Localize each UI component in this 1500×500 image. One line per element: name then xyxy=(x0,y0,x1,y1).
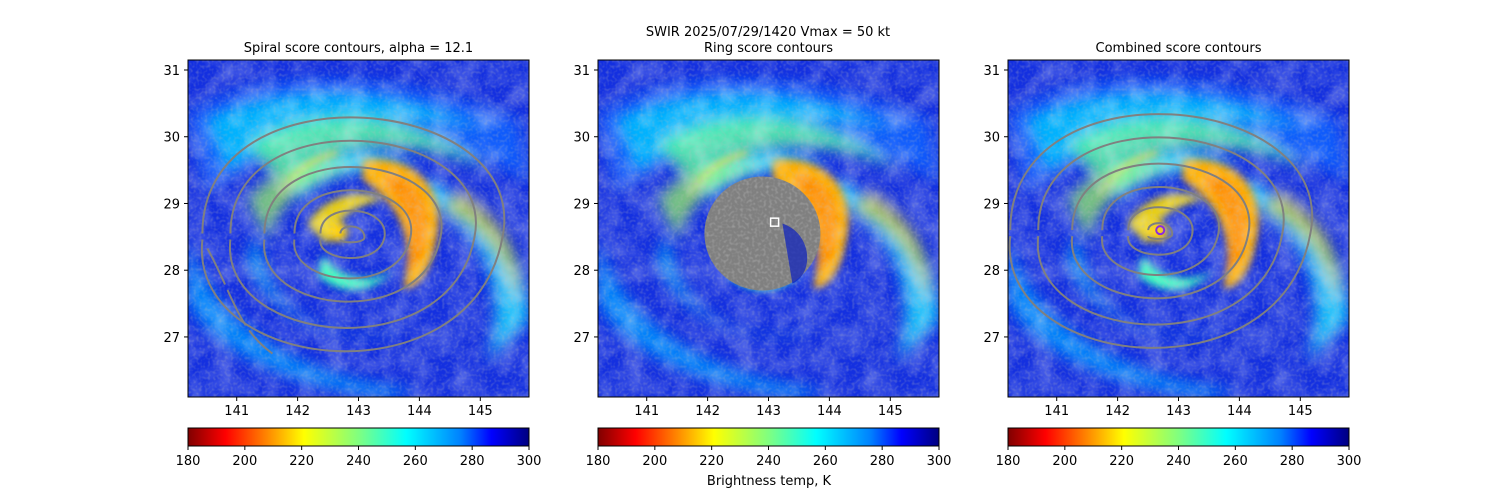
y-tick-label: 28 xyxy=(163,264,180,279)
colorbar-tick-label: 300 xyxy=(1337,454,1362,469)
panel-title: Spiral score contours, alpha = 12.1 xyxy=(244,41,473,56)
x-tick-label: 141 xyxy=(634,404,659,419)
colorbar: 180 200 220 240 260 280 300 xyxy=(586,427,952,469)
colorbar-tick-label: 280 xyxy=(1280,454,1305,469)
colorbar-label: Brightness temp, K xyxy=(707,474,832,489)
score-contours xyxy=(1008,113,1314,349)
colorbar-tick-label: 260 xyxy=(403,454,428,469)
x-tick-label: 143 xyxy=(756,404,781,419)
colorbar: 180 200 220 240 260 280 300 xyxy=(996,427,1362,469)
colorbar-tick-label: 300 xyxy=(927,454,952,469)
contour-line xyxy=(263,166,443,303)
x-tick-label: 144 xyxy=(1227,404,1252,419)
colorbar-tick-label: 240 xyxy=(756,454,781,469)
y-tick-label: 30 xyxy=(573,131,590,146)
y-tick-label: 29 xyxy=(573,197,590,212)
y-tick-label: 28 xyxy=(983,264,1000,279)
y-tick-label: 31 xyxy=(573,64,590,79)
colorbar-tick-label: 280 xyxy=(460,454,485,469)
y-tick-label: 29 xyxy=(163,197,180,212)
colorbar-tick-label: 200 xyxy=(232,454,257,469)
x-tick-label: 141 xyxy=(224,404,249,419)
colorbar-tick-label: 200 xyxy=(1052,454,1077,469)
ring-center-marker xyxy=(769,217,780,227)
score-contours xyxy=(201,116,506,355)
contour-line xyxy=(1008,113,1314,349)
x-tick-label: 142 xyxy=(1105,404,1130,419)
contour-line xyxy=(1127,206,1194,256)
y-tick-label: 30 xyxy=(163,131,180,146)
contour-line xyxy=(229,139,477,329)
colorbar-tick-label: 180 xyxy=(176,454,201,469)
colorbar-tick-label: 180 xyxy=(996,454,1021,469)
x-tick-label: 145 xyxy=(1288,404,1313,419)
colorbar-tick-label: 200 xyxy=(642,454,667,469)
colorbar-tick-label: 280 xyxy=(870,454,895,469)
y-tick-label: 30 xyxy=(983,131,1000,146)
x-tick-label: 144 xyxy=(817,404,842,419)
contour-line xyxy=(1147,222,1174,240)
colorbar-tick-label: 240 xyxy=(1166,454,1191,469)
chart-panel-3: Combined score contours 141 142 143 144 145 27… xyxy=(983,41,1361,469)
contour-line xyxy=(319,209,386,259)
figure-suptitle: SWIR 2025/07/29/1420 Vmax = 50 kt xyxy=(646,25,890,40)
x-tick-label: 145 xyxy=(468,404,493,419)
panel-title: Ring score contours xyxy=(704,41,833,56)
center-marker xyxy=(1155,225,1166,236)
y-tick-label: 27 xyxy=(573,331,590,346)
colorbar-tick-label: 220 xyxy=(699,454,724,469)
y-tick-label: 27 xyxy=(983,331,1000,346)
y-tick-label: 27 xyxy=(163,331,180,346)
colorbar-tick-label: 220 xyxy=(289,454,314,469)
x-tick-label: 145 xyxy=(878,404,903,419)
contour-line xyxy=(339,225,366,244)
x-tick-label: 144 xyxy=(407,404,432,419)
contour-line xyxy=(206,248,273,355)
chart-panel-2: Ring score contours 141 142 143 144 145 27 28 29… xyxy=(573,41,951,469)
colorbar-tick-label: 260 xyxy=(813,454,838,469)
contour-line xyxy=(293,189,413,280)
contour-line xyxy=(1101,186,1220,276)
contour-line xyxy=(1071,162,1251,300)
y-tick-label: 31 xyxy=(983,64,1000,79)
y-tick-label: 29 xyxy=(983,197,1000,212)
panel-title: Combined score contours xyxy=(1096,41,1262,56)
colorbar-tick-label: 180 xyxy=(586,454,611,469)
y-tick-label: 28 xyxy=(573,264,590,279)
x-tick-label: 143 xyxy=(346,404,371,419)
contour-line xyxy=(201,116,506,353)
y-tick-label: 31 xyxy=(163,64,180,79)
colorbar-tick-label: 240 xyxy=(346,454,371,469)
contour-line xyxy=(1037,136,1285,326)
colorbar-tick-label: 260 xyxy=(1223,454,1248,469)
x-tick-label: 142 xyxy=(695,404,720,419)
colorbar-tick-label: 300 xyxy=(517,454,542,469)
colorbar-tick-label: 220 xyxy=(1109,454,1134,469)
x-tick-label: 142 xyxy=(285,404,310,419)
x-tick-label: 143 xyxy=(1166,404,1191,419)
colorbar: 180 200 220 240 260 280 300 xyxy=(176,427,542,469)
ring-score-mask xyxy=(704,176,821,291)
chart-panel-1: Spiral score contours, alpha = 12.1 141 14… xyxy=(163,41,541,469)
x-tick-label: 141 xyxy=(1044,404,1069,419)
